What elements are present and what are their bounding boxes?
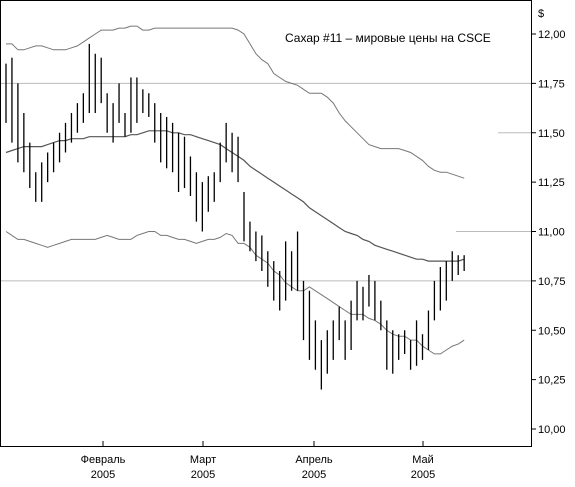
y-unit-label: $ (538, 8, 544, 20)
y-tick-label: 10,50 (538, 325, 566, 337)
x-tick-label-year: 2005 (91, 469, 115, 481)
y-tick-label: 11,25 (538, 177, 565, 189)
plot-frame (0, 0, 532, 447)
chart-title: Сахар #11 – мировые цены на CSCE (285, 31, 491, 45)
y-tick-label: 11,50 (538, 128, 565, 140)
y-tick-label: 10,75 (538, 276, 566, 288)
upper-band-line (6, 25, 465, 179)
x-tick-label-year: 2005 (302, 469, 326, 481)
y-tick-label: 10,00 (538, 424, 566, 436)
y-tick-label: 11,00 (538, 227, 565, 239)
grid-lines (1, 82, 531, 282)
x-tick-label-year: 2005 (191, 469, 215, 481)
price-bars (5, 43, 465, 390)
x-axis: Февраль 2005 Март 2005 Апрель 2005 Май 2005 (81, 441, 435, 481)
y-tick-label: 12,00 (538, 29, 566, 41)
lower-band-line (5, 231, 465, 355)
moving-average-line (5, 130, 465, 262)
y-tick-label: 11,75 (538, 78, 565, 90)
x-tick-label-month: Май (412, 454, 434, 466)
x-tick-label-year: 2005 (411, 469, 435, 481)
x-tick-label-month: Март (190, 454, 216, 466)
bands (5, 25, 465, 355)
x-tick-label-month: Апрель (295, 454, 333, 466)
y-axis: 10,00 10,25 10,50 10,75 11,00 11,25 11,50 11,75… (531, 29, 566, 436)
y-tick-label: 10,25 (538, 375, 566, 387)
x-tick-label-month: Февраль (81, 454, 126, 466)
